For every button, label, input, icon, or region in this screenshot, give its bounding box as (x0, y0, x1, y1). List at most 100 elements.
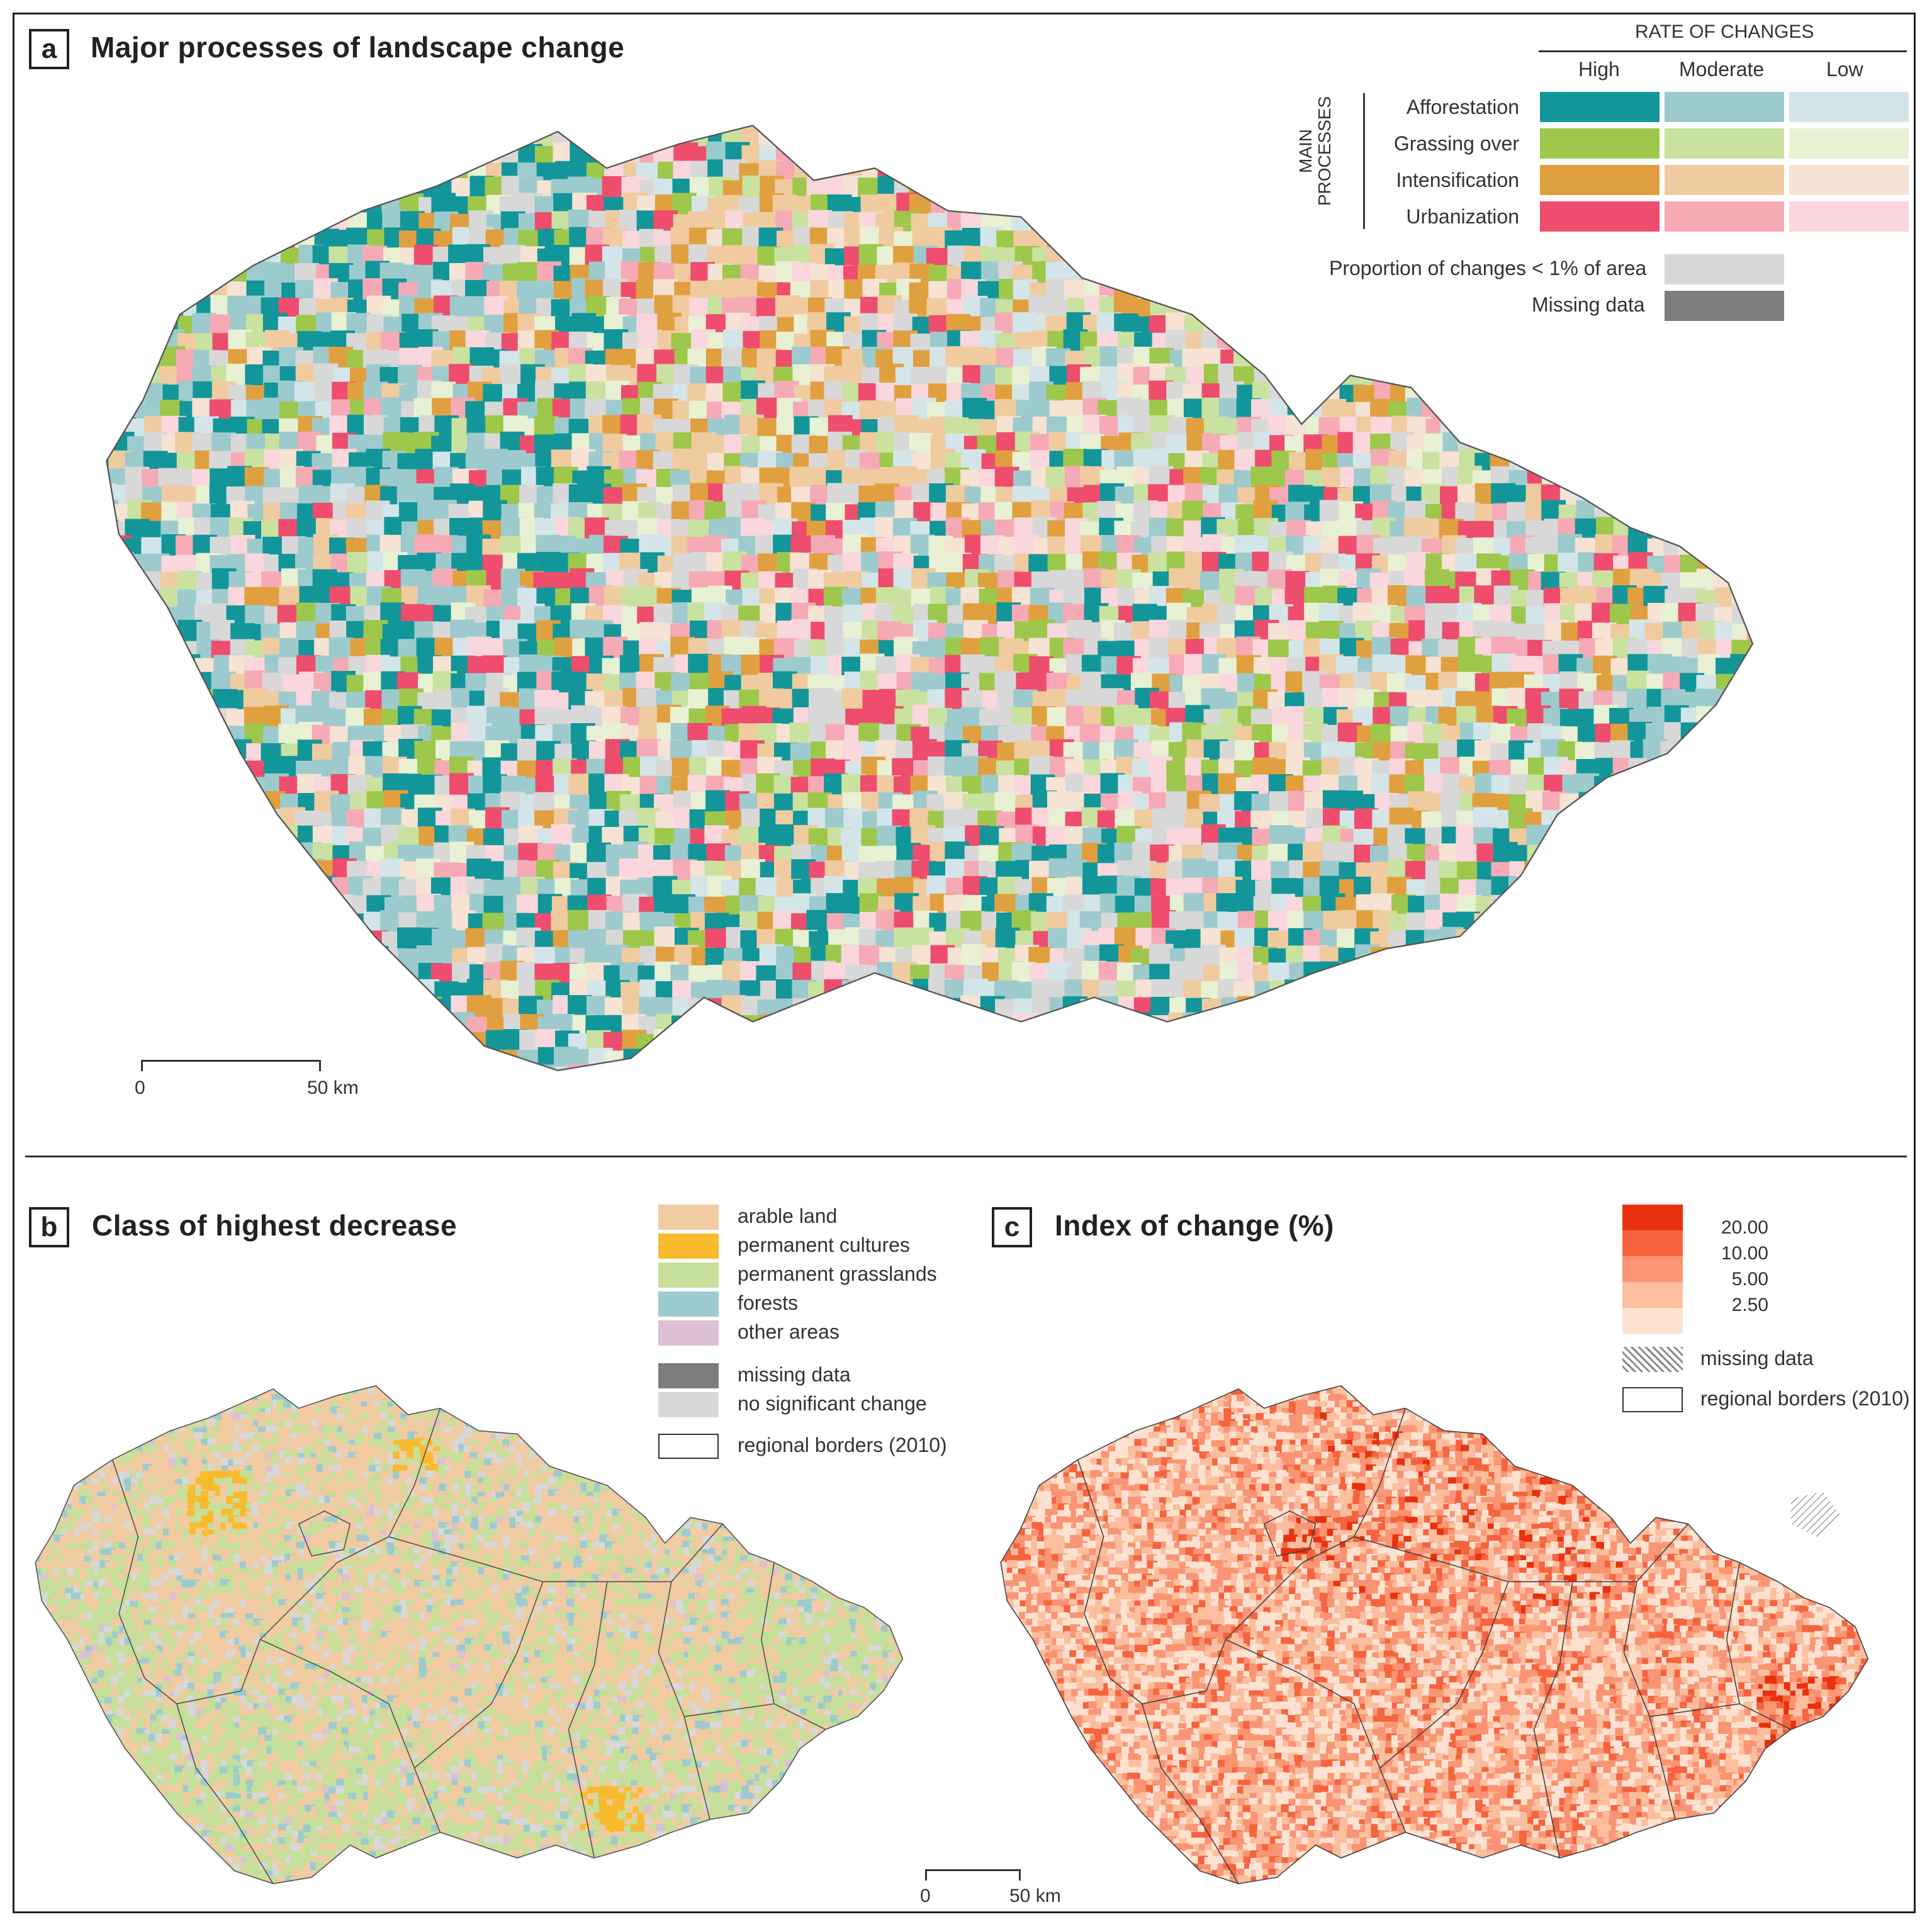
map-cell (1782, 590, 1807, 614)
map-cell (1831, 520, 1850, 544)
map-cell (1561, 333, 1585, 358)
map-cell (106, 416, 116, 441)
map-cell (227, 244, 252, 269)
map-cell (1748, 742, 1753, 767)
map-cell (1780, 723, 1805, 748)
map-cell (759, 94, 783, 116)
map-cell (1799, 331, 1824, 356)
map-cell (1596, 229, 1621, 254)
map-cell (1491, 281, 1516, 306)
map-cell (1680, 757, 1704, 782)
map-cell (1643, 483, 1668, 508)
map-cell (1728, 347, 1753, 372)
map-cell (1732, 504, 1753, 529)
map-cell (999, 125, 1024, 133)
map-cell (980, 160, 1005, 184)
map-cell (1699, 433, 1723, 458)
map-cell (1527, 417, 1552, 442)
map-cell (313, 892, 338, 918)
map-cell (1031, 195, 1057, 220)
map-cell (1712, 793, 1737, 818)
map-cell (1100, 94, 1125, 115)
map-cell (1303, 363, 1328, 388)
map-cell (1149, 247, 1173, 273)
map-cell (1831, 570, 1850, 594)
map-cell (431, 125, 456, 136)
map-cell (365, 94, 390, 116)
map-cell (144, 896, 169, 921)
map-cell (1629, 470, 1654, 495)
map-cell (484, 125, 508, 136)
map-cell (1339, 211, 1364, 235)
map-cell (1508, 312, 1533, 337)
map-cell (297, 892, 322, 918)
map-cell (312, 125, 337, 135)
map-cell (1832, 774, 1850, 799)
map-cell (211, 843, 236, 868)
map-cell (1731, 520, 1753, 545)
map-cell (1592, 829, 1617, 853)
map-cell (551, 94, 576, 118)
map-cell (125, 330, 150, 355)
map-cell (1681, 897, 1706, 922)
map-cell (106, 876, 118, 901)
map-cell (1748, 726, 1753, 751)
map-cell (212, 128, 237, 152)
map-cell (1747, 758, 1753, 784)
map-cell (415, 94, 439, 118)
map-cell (160, 229, 185, 254)
map-cell (1697, 500, 1722, 525)
map-cell (106, 265, 117, 290)
map-cell (246, 179, 271, 204)
map-cell (1476, 418, 1502, 443)
map-cell (843, 125, 868, 137)
map-cell (1730, 741, 1753, 767)
map-cell (1712, 810, 1737, 835)
map-cell (1233, 196, 1259, 220)
map-cell (998, 161, 1023, 186)
map-cell (1698, 518, 1723, 543)
map-cell (1831, 862, 1850, 887)
map-cell (1541, 858, 1566, 883)
map-cell (1457, 230, 1482, 254)
map-cell (1284, 367, 1310, 391)
map-cell (1628, 402, 1653, 427)
map-cell (1371, 296, 1395, 322)
map-cell (140, 333, 166, 358)
map-cell (210, 791, 235, 816)
map-cell (1594, 385, 1619, 410)
map-cell (1614, 468, 1638, 493)
map-cell (1285, 381, 1310, 406)
map-cell (315, 143, 339, 168)
map-cell (1233, 231, 1258, 256)
map-cell (1272, 348, 1297, 373)
map-cell (1817, 485, 1841, 510)
map-cell (809, 142, 834, 167)
map-cell (1798, 278, 1822, 303)
map-cell (179, 723, 204, 748)
map-cell (1199, 125, 1225, 133)
map-cell (1835, 417, 1850, 441)
map-cell (176, 706, 200, 731)
map-cell (1340, 296, 1365, 320)
map-cell (1337, 94, 1361, 118)
map-cell (1626, 435, 1651, 460)
map-cell (1817, 673, 1841, 697)
map-cell (1338, 278, 1362, 303)
map-cell (1816, 398, 1840, 422)
map-cell (1749, 775, 1753, 800)
map-cell (1527, 845, 1552, 870)
map-cell (1425, 384, 1450, 408)
map-cell (230, 860, 256, 885)
map-cell (1765, 383, 1789, 407)
map-cell (142, 825, 167, 850)
map-cell (1354, 143, 1379, 168)
map-cell (1357, 296, 1382, 322)
map-cell (1763, 539, 1788, 563)
map-cell (1643, 810, 1668, 835)
map-cell (106, 656, 132, 682)
map-cell (1764, 484, 1789, 509)
map-cell (1425, 366, 1449, 390)
map-cell (1765, 589, 1790, 614)
map-cell (641, 94, 665, 115)
